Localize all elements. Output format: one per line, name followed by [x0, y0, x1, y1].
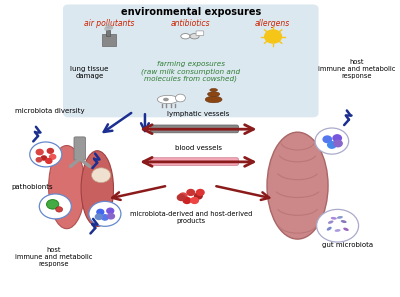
Text: blood vessels: blood vessels — [175, 145, 222, 151]
Circle shape — [102, 215, 108, 220]
Circle shape — [36, 158, 42, 162]
Circle shape — [105, 24, 111, 28]
Circle shape — [196, 189, 204, 195]
Circle shape — [328, 142, 336, 148]
Circle shape — [47, 148, 54, 153]
Ellipse shape — [208, 92, 220, 97]
Circle shape — [176, 94, 185, 102]
Circle shape — [323, 136, 332, 143]
FancyBboxPatch shape — [63, 4, 318, 117]
Ellipse shape — [181, 34, 190, 39]
Circle shape — [95, 214, 102, 219]
Ellipse shape — [205, 96, 222, 103]
Text: microbiota diversity: microbiota diversity — [15, 108, 85, 114]
Ellipse shape — [81, 151, 114, 227]
Text: microbiota-derived and host-derived
products: microbiota-derived and host-derived prod… — [130, 211, 252, 224]
FancyBboxPatch shape — [151, 158, 238, 165]
Ellipse shape — [328, 220, 334, 224]
Ellipse shape — [49, 146, 85, 229]
Text: lymphatic vessels: lymphatic vessels — [167, 111, 230, 117]
Ellipse shape — [163, 98, 169, 101]
Text: gut microbiota: gut microbiota — [322, 242, 373, 248]
Circle shape — [333, 135, 342, 141]
Ellipse shape — [157, 95, 178, 104]
Text: air pollutants: air pollutants — [84, 19, 134, 28]
Ellipse shape — [337, 216, 343, 219]
Ellipse shape — [267, 132, 328, 239]
Circle shape — [97, 209, 104, 215]
Circle shape — [317, 209, 358, 242]
Ellipse shape — [343, 228, 349, 231]
Circle shape — [56, 207, 62, 212]
Ellipse shape — [327, 227, 332, 230]
Circle shape — [334, 140, 342, 147]
Circle shape — [41, 156, 46, 160]
Circle shape — [46, 200, 59, 209]
Text: antibiotics: antibiotics — [171, 19, 210, 28]
Circle shape — [191, 198, 198, 203]
Text: host
immune and metabolic
response: host immune and metabolic response — [15, 247, 92, 266]
Circle shape — [183, 198, 191, 203]
Text: farming exposures
(raw milk consumption and
molecules from cowshed): farming exposures (raw milk consumption … — [141, 61, 240, 82]
Circle shape — [315, 128, 349, 154]
Circle shape — [104, 27, 110, 31]
FancyBboxPatch shape — [151, 125, 238, 133]
Circle shape — [92, 168, 111, 183]
Circle shape — [177, 195, 185, 200]
Ellipse shape — [190, 34, 199, 39]
Circle shape — [107, 208, 114, 214]
Circle shape — [89, 201, 121, 226]
Circle shape — [108, 214, 114, 219]
Circle shape — [30, 142, 62, 167]
Circle shape — [46, 159, 52, 163]
Text: allergens: allergens — [255, 19, 290, 28]
Text: pathobionts: pathobionts — [12, 184, 53, 190]
Ellipse shape — [334, 229, 341, 232]
Ellipse shape — [331, 217, 337, 220]
Circle shape — [36, 149, 43, 155]
FancyBboxPatch shape — [106, 30, 110, 36]
Text: lung tissue
damage: lung tissue damage — [70, 66, 109, 79]
Text: environmental exposures: environmental exposures — [121, 7, 261, 18]
Ellipse shape — [341, 220, 347, 223]
Text: host
immune and metabolic
response: host immune and metabolic response — [318, 59, 395, 79]
Circle shape — [265, 30, 282, 43]
Circle shape — [187, 189, 194, 195]
Circle shape — [179, 193, 187, 199]
Circle shape — [50, 154, 56, 159]
Circle shape — [39, 194, 71, 219]
FancyBboxPatch shape — [74, 137, 86, 160]
FancyBboxPatch shape — [102, 34, 116, 46]
Ellipse shape — [210, 89, 218, 91]
Circle shape — [108, 26, 113, 30]
FancyBboxPatch shape — [196, 31, 204, 36]
Circle shape — [194, 193, 202, 199]
